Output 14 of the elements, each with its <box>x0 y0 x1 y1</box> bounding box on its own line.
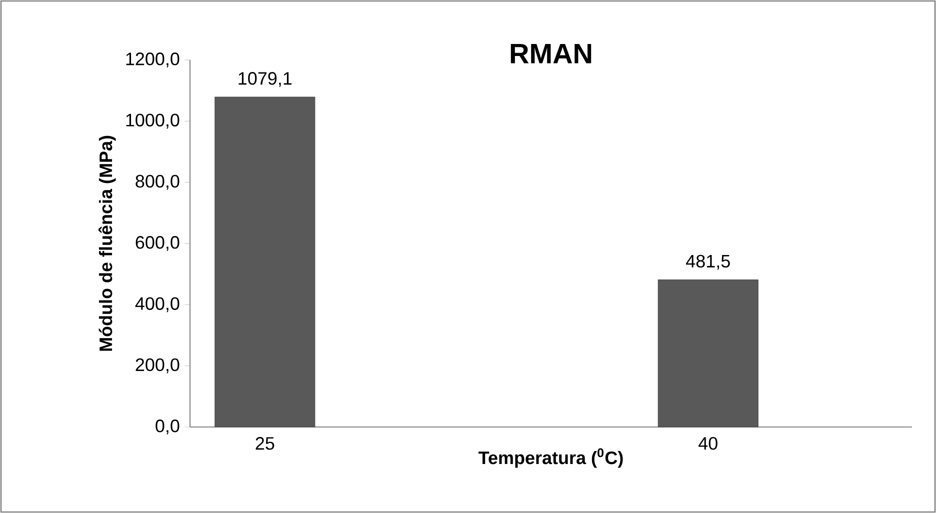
y-tick-label: 400,0 <box>135 297 180 312</box>
chart-title: RMAN <box>510 44 592 64</box>
y-tick-label: 800,0 <box>136 174 180 190</box>
x-axis-title: Temperatura ($^{0}$C) <box>478 448 623 468</box>
y-tick-label: 0,0 <box>156 420 180 434</box>
y-tick-label: 1000,0 <box>126 114 180 129</box>
x-tick-label: 25 <box>256 437 274 450</box>
y-tick-label: 1200,0 <box>126 52 180 68</box>
data-label: 481,5 <box>686 254 730 270</box>
y-axis-title: Módulo de fluência (MPa) <box>98 136 116 351</box>
data-label: 1079,1 <box>238 72 292 87</box>
y-tick-label: 200,0 <box>136 358 180 374</box>
x-tick-label: 40 <box>698 437 718 450</box>
y-tick-label: 600,0 <box>136 236 180 251</box>
